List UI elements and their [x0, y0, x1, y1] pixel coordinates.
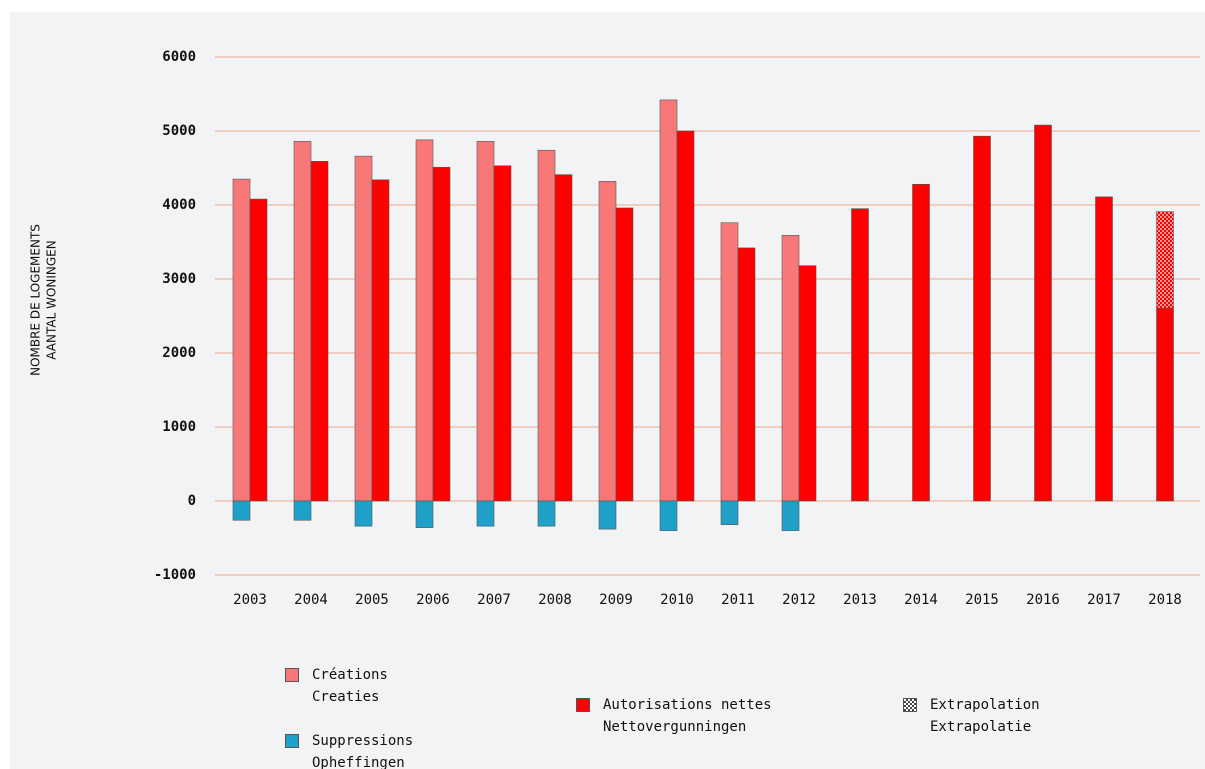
- bar: [249, 198, 268, 502]
- x-tick-label: 2018: [1148, 592, 1182, 608]
- legend-label: Extrapolation Extrapolatie: [930, 697, 1040, 735]
- bar: [537, 500, 556, 527]
- bar: [537, 149, 556, 502]
- bar: [720, 222, 739, 502]
- bar: [1156, 211, 1174, 309]
- bar: [371, 179, 390, 502]
- bar: [659, 99, 678, 502]
- bar: [293, 500, 312, 521]
- x-tick-label: 2003: [233, 592, 267, 608]
- bar: [354, 155, 373, 502]
- x-tick-label: 2016: [1026, 592, 1060, 608]
- legend-swatch: [903, 698, 917, 712]
- bar: [737, 247, 756, 502]
- bar: [354, 500, 373, 527]
- y-tick-label: 6000: [162, 49, 196, 65]
- x-tick-label: 2013: [843, 592, 877, 608]
- bar: [554, 174, 573, 502]
- bar: [598, 181, 617, 502]
- y-label: NOMBRE DE LOGEMENTS AANTAL WONINGEN: [29, 224, 59, 376]
- bar: [415, 500, 434, 528]
- y-tick-label: 5000: [162, 123, 196, 139]
- bar: [1095, 196, 1113, 502]
- x-tick-label: 2017: [1087, 592, 1121, 608]
- y-tick-label: 3000: [162, 271, 196, 287]
- bar: [432, 166, 451, 502]
- x-tick-label: 2006: [416, 592, 450, 608]
- y-label-line: NOMBRE DE LOGEMENTS: [29, 224, 43, 376]
- bar: [798, 265, 817, 502]
- bar: [310, 161, 329, 502]
- bar: [659, 500, 678, 531]
- x-tick-label: 2007: [477, 592, 511, 608]
- legend-swatch: [285, 734, 299, 748]
- bar: [720, 500, 739, 525]
- bar: [1034, 124, 1052, 502]
- bar: [781, 500, 800, 531]
- bar: [973, 135, 991, 502]
- x-tick-label: 2011: [721, 592, 755, 608]
- y-tick-label: 0: [188, 493, 196, 509]
- legend-swatch: [285, 668, 299, 682]
- bar: [493, 165, 512, 502]
- y-tick-label: 2000: [162, 345, 196, 361]
- bar: [232, 500, 251, 521]
- bar: [615, 207, 634, 502]
- legend-label: Suppressions Opheffingen: [312, 733, 414, 769]
- x-tick-label: 2010: [660, 592, 694, 608]
- bar: [676, 130, 695, 502]
- bar: [851, 208, 869, 502]
- legend-swatch: [576, 698, 590, 712]
- bar: [781, 235, 800, 502]
- x-tick-label: 2005: [355, 592, 389, 608]
- x-tick-label: 2004: [294, 592, 328, 608]
- x-tick-label: 2014: [904, 592, 938, 608]
- legend-label: Autorisations nettes Nettovergunningen: [603, 697, 772, 735]
- legend-label: Créations Creaties: [312, 667, 388, 705]
- y-tick-label: 4000: [162, 197, 196, 213]
- bar: [476, 500, 495, 527]
- bar: [415, 139, 434, 502]
- bar: [476, 141, 495, 502]
- y-label-line: AANTAL WONINGEN: [45, 240, 59, 360]
- bar: [598, 500, 617, 530]
- bar: [293, 141, 312, 502]
- x-tick-label: 2009: [599, 592, 633, 608]
- bar: [1156, 307, 1174, 502]
- y-tick-label: -1000: [154, 567, 196, 583]
- bar: [232, 178, 251, 502]
- bar: [912, 183, 930, 502]
- x-tick-label: 2015: [965, 592, 999, 608]
- x-tick-label: 2008: [538, 592, 572, 608]
- x-tick-label: 2012: [782, 592, 816, 608]
- y-tick-label: 1000: [162, 419, 196, 435]
